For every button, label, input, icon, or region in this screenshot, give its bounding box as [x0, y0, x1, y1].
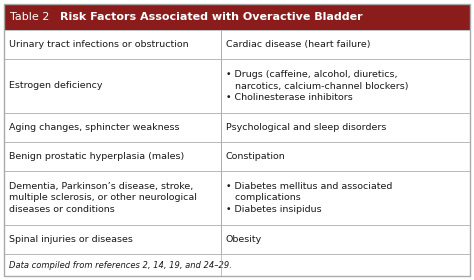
Text: • Diabetes mellitus and associated
   complications
• Diabetes insipidus: • Diabetes mellitus and associated compl…: [226, 182, 392, 214]
Text: Estrogen deficiency: Estrogen deficiency: [9, 81, 102, 90]
Bar: [4, 225, 221, 254]
Text: Constipation: Constipation: [226, 152, 285, 161]
Bar: [221, 142, 470, 171]
Bar: [4, 171, 221, 225]
Text: Risk Factors Associated with Overactive Bladder: Risk Factors Associated with Overactive …: [60, 12, 363, 22]
Text: Cardiac disease (heart failure): Cardiac disease (heart failure): [226, 40, 370, 49]
Bar: [4, 59, 221, 113]
Bar: [221, 59, 470, 113]
Bar: [4, 142, 221, 171]
Bar: [221, 113, 470, 142]
Text: Dementia, Parkinson’s disease, stroke,
multiple sclerosis, or other neurological: Dementia, Parkinson’s disease, stroke, m…: [9, 182, 197, 214]
Text: Spinal injuries or diseases: Spinal injuries or diseases: [9, 235, 133, 244]
Bar: [4, 113, 221, 142]
Text: Aging changes, sphincter weakness: Aging changes, sphincter weakness: [9, 123, 180, 132]
Bar: [221, 225, 470, 254]
Text: Benign prostatic hyperplasia (males): Benign prostatic hyperplasia (males): [9, 152, 184, 161]
Text: Data compiled from references 2, 14, 19, and 24–29.: Data compiled from references 2, 14, 19,…: [9, 260, 232, 269]
Text: • Drugs (caffeine, alcohol, diuretics,
   narcotics, calcium-channel blockers)
•: • Drugs (caffeine, alcohol, diuretics, n…: [226, 70, 408, 102]
Text: Table 2: Table 2: [10, 12, 49, 22]
Bar: [221, 30, 470, 59]
Bar: [221, 171, 470, 225]
Text: Obesity: Obesity: [226, 235, 262, 244]
Bar: [4, 30, 221, 59]
Text: Psychological and sleep disorders: Psychological and sleep disorders: [226, 123, 386, 132]
Bar: [4, 4, 470, 30]
Text: Urinary tract infections or obstruction: Urinary tract infections or obstruction: [9, 40, 189, 49]
Bar: [4, 254, 470, 276]
